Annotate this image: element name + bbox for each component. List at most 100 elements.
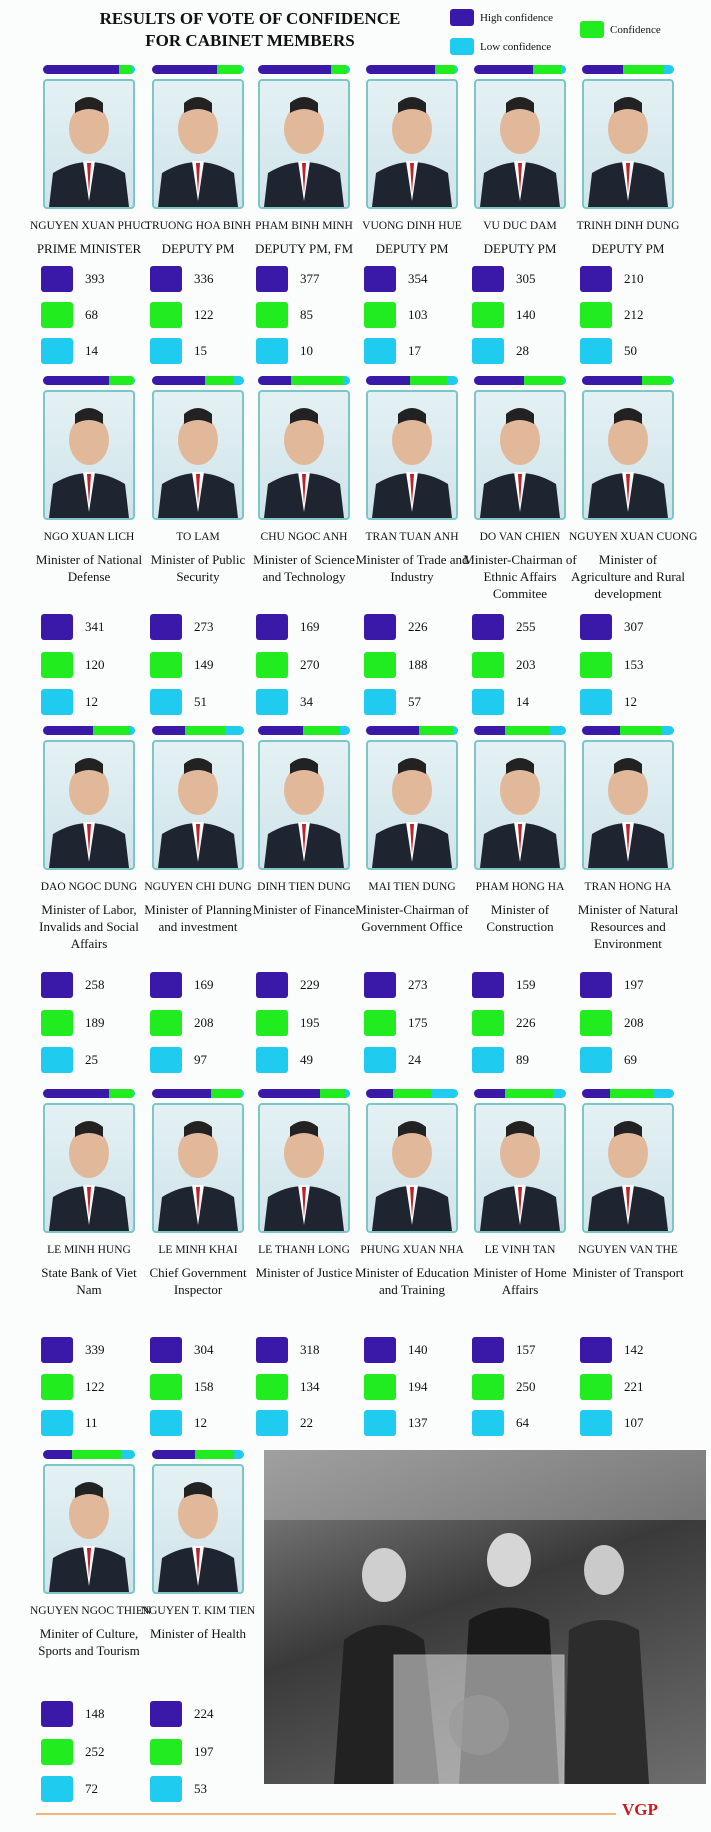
value-swatch (472, 266, 504, 292)
value-label: 208 (624, 1014, 644, 1030)
bar-segment (366, 65, 435, 74)
member-role: Minister of Planning and investment (144, 902, 252, 934)
value-swatch (41, 689, 73, 715)
member-role: Minister of Justice (255, 1265, 353, 1280)
member-role: Minister of Health (149, 1626, 247, 1641)
value-label: 69 (624, 1052, 637, 1067)
bar-segment (109, 1089, 133, 1098)
portrait (366, 740, 458, 870)
vote-bar (366, 1089, 458, 1098)
bar-segment (454, 65, 458, 74)
portrait (258, 390, 350, 520)
value-label: 64 (516, 1415, 529, 1430)
value-swatch (256, 651, 288, 678)
value-swatch (364, 266, 396, 292)
legend-swatch (450, 38, 474, 55)
value-label: 153 (624, 656, 644, 672)
portrait-figure (480, 97, 560, 207)
value-swatch (472, 1373, 504, 1400)
value-label: 221 (624, 1378, 644, 1394)
bar-segment (474, 65, 534, 74)
member-name: NGUYEN VAN THE (578, 1244, 678, 1256)
value-swatch (580, 1009, 612, 1036)
value-swatch (150, 1738, 182, 1765)
member-role: Minister of Natural Resources and Enviro… (577, 902, 679, 951)
bar-segment (132, 65, 135, 74)
vote-bar (582, 726, 674, 735)
bar-segment (71, 1450, 121, 1459)
legend-label: Low confidence (480, 40, 552, 53)
value-swatch (472, 338, 504, 364)
member-name: LE MINH HUNG (47, 1244, 131, 1256)
bar-segment (43, 726, 94, 735)
member-name: TRAN TUAN ANH (365, 531, 459, 543)
bar-segment (671, 376, 674, 385)
bar-segment (582, 65, 623, 74)
value-swatch (580, 1373, 612, 1400)
member-role: Minister of Education and Training (354, 1265, 470, 1297)
portrait-figure (49, 1482, 129, 1592)
value-label: 175 (408, 1014, 428, 1030)
bar-segment (43, 376, 110, 385)
value-swatch (41, 1738, 73, 1765)
member-name: TRAN HONG HA (584, 881, 672, 893)
value-label: 137 (408, 1415, 428, 1430)
value-label: 14 (516, 694, 529, 709)
bar-segment (132, 1089, 135, 1098)
value-swatch (472, 651, 504, 678)
bar-segment (119, 65, 133, 74)
bar-segment (474, 376, 524, 385)
bar-segment (366, 376, 411, 385)
member-name: NGUYEN NGOC THIEN (30, 1605, 152, 1617)
value-swatch (472, 1009, 504, 1036)
portrait (258, 740, 350, 870)
member-name: NGO XUAN LICH (43, 531, 135, 543)
bar-segment (205, 376, 235, 385)
value-swatch (256, 614, 288, 640)
value-label: 188 (408, 656, 428, 672)
bar-segment (258, 726, 303, 735)
portrait-figure (480, 758, 560, 868)
vote-bar (152, 1089, 244, 1098)
member-name: PHAM BINH MINH (255, 220, 353, 232)
portrait-figure (372, 97, 452, 207)
legend-swatch (580, 21, 604, 38)
value-swatch (150, 1047, 182, 1073)
value-label: 189 (85, 1014, 105, 1030)
value-swatch (256, 1009, 288, 1036)
bar-segment (504, 726, 549, 735)
bar-segment (348, 65, 350, 74)
footer-logo: VGP (622, 1800, 658, 1819)
value-swatch (41, 1009, 73, 1036)
value-label: 97 (194, 1052, 207, 1067)
portrait (43, 79, 135, 209)
member-role: Minister of Construction (486, 902, 554, 934)
value-swatch (364, 338, 396, 364)
member-role: Minister of Transport (572, 1265, 684, 1280)
photo-illustration (264, 1450, 706, 1785)
vote-bar (258, 65, 350, 74)
value-label: 122 (194, 307, 214, 322)
value-label: 53 (194, 1781, 207, 1796)
legend-label: High confidence (480, 11, 553, 24)
bar-segment (152, 726, 185, 735)
vote-bar (258, 376, 350, 385)
value-swatch (472, 1410, 504, 1436)
member-role: Minister of Science and Technology (253, 552, 355, 584)
value-label: 304 (194, 1342, 214, 1357)
value-label: 229 (300, 977, 320, 992)
vote-bar (366, 376, 458, 385)
bar-segment (560, 65, 566, 74)
value-label: 208 (194, 1014, 214, 1030)
legend-label: Confidence (610, 23, 661, 36)
vote-bar (582, 65, 674, 74)
vote-bar (152, 376, 244, 385)
value-label: 25 (85, 1052, 98, 1067)
member-name: PHUNG XUAN NHA (360, 1244, 464, 1256)
member-role: DEPUTY PM (161, 241, 235, 256)
vote-bar (258, 726, 350, 735)
member-role: DEPUTY PM, FM (254, 241, 354, 256)
bar-segment (474, 726, 505, 735)
value-swatch (150, 1701, 182, 1727)
value-label: 17 (408, 343, 421, 358)
